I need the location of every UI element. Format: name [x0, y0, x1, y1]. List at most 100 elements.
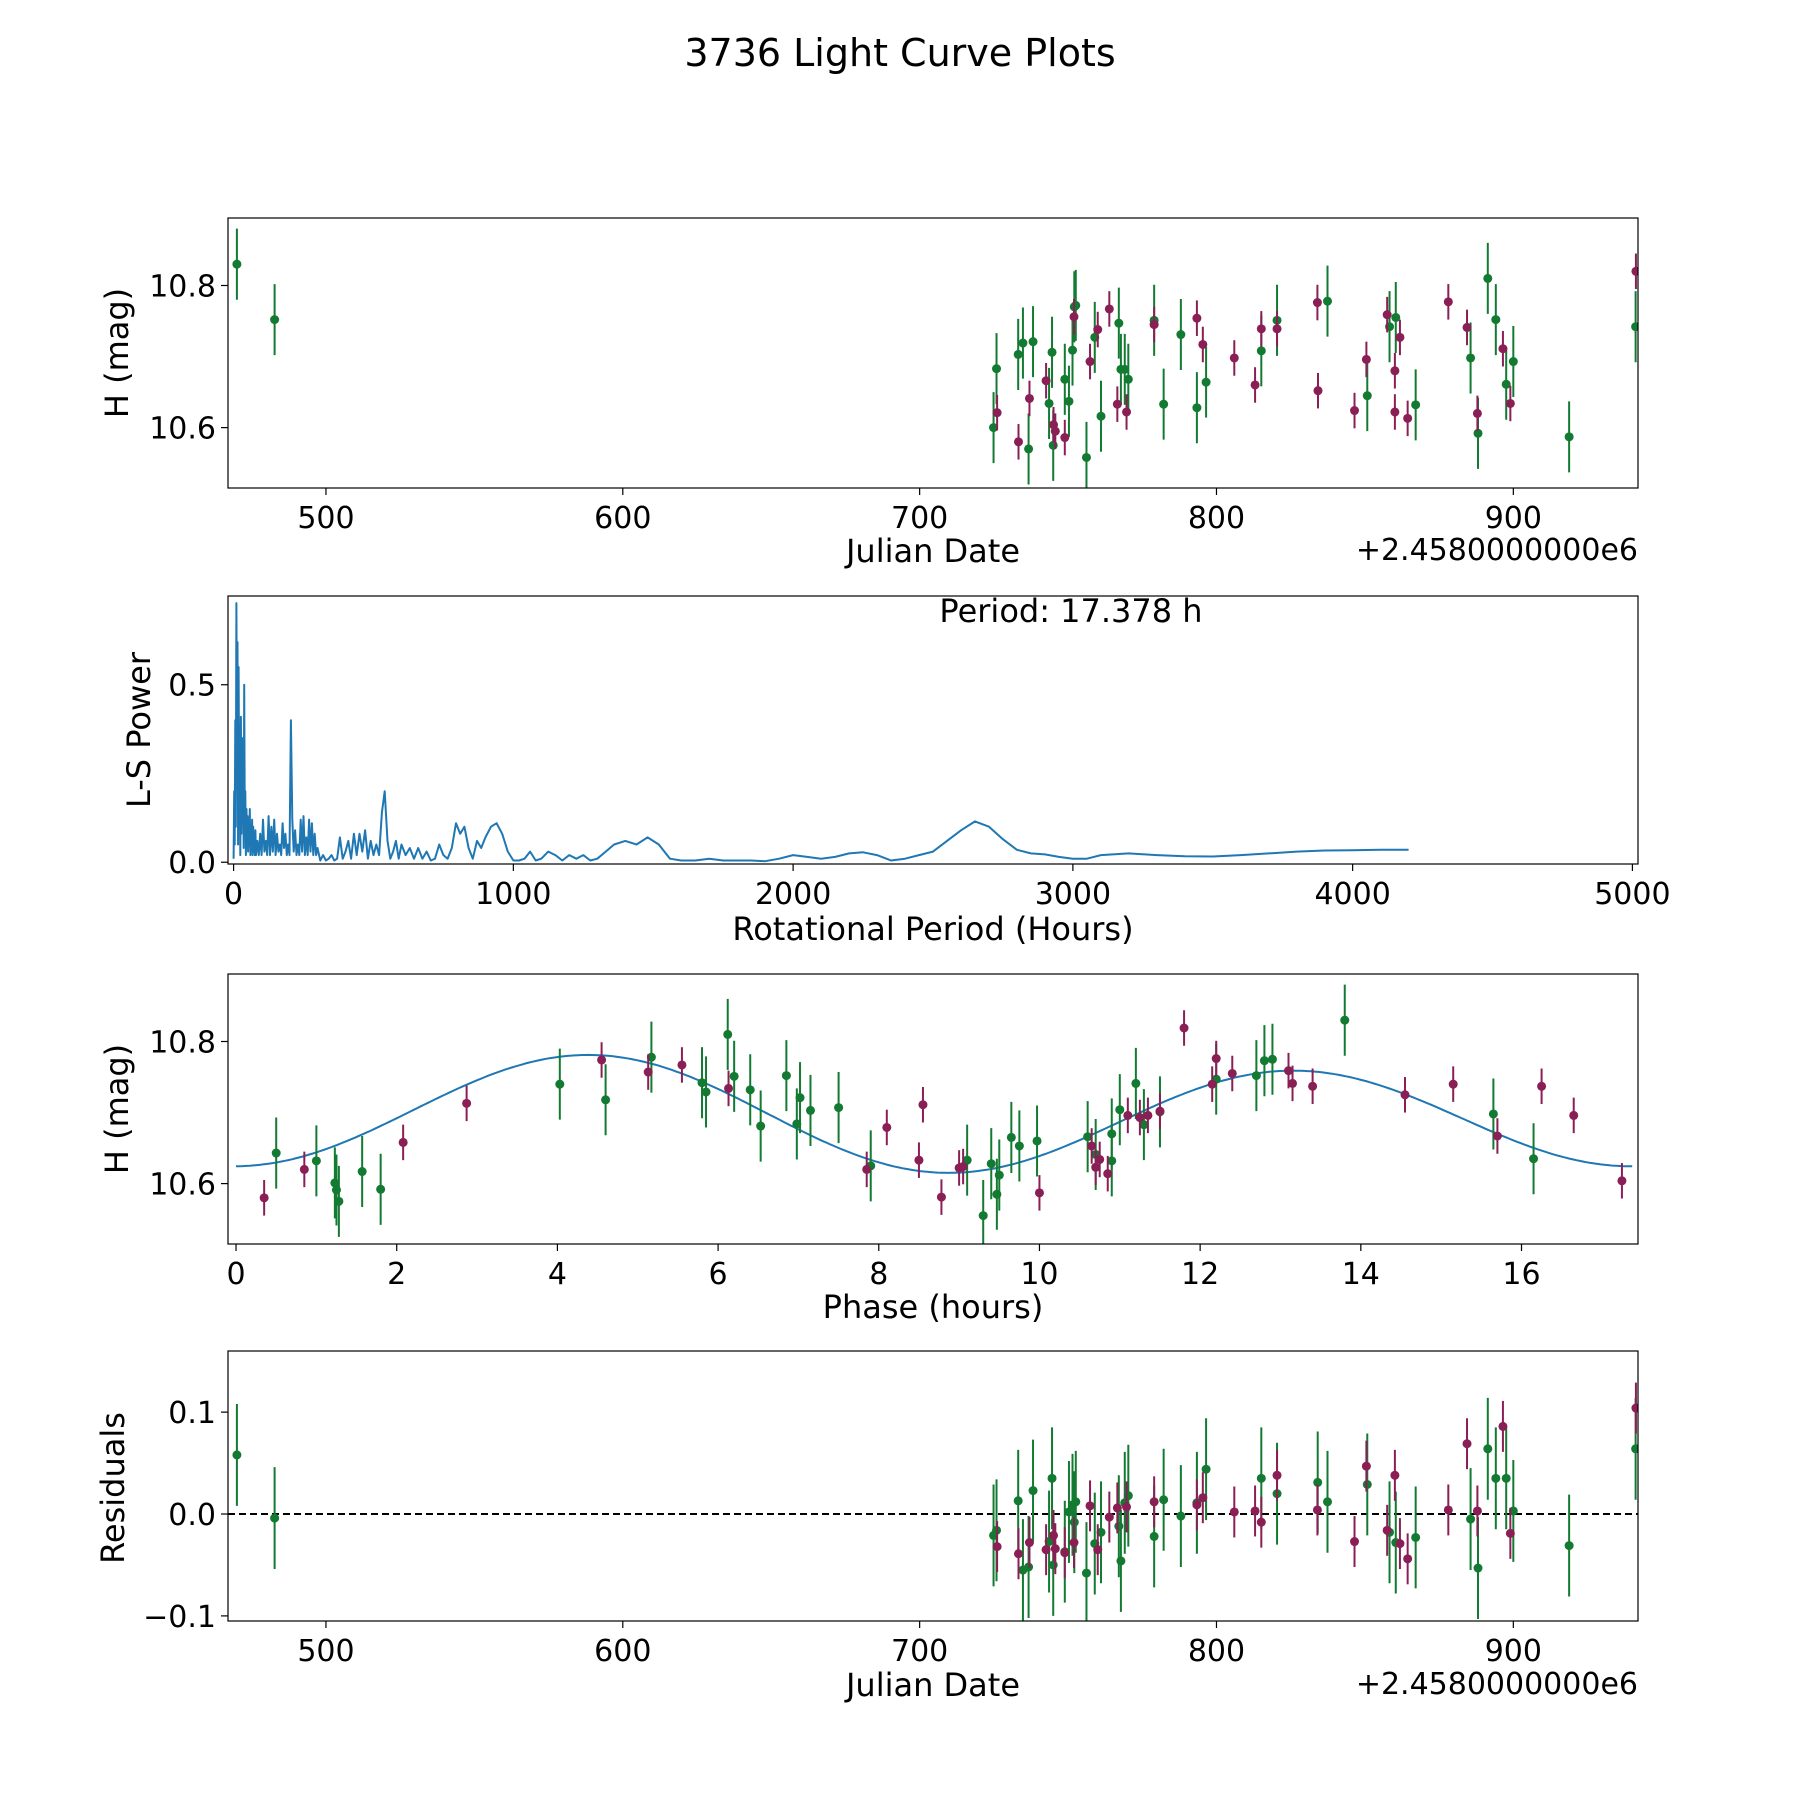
y-tick-label: 10.8: [149, 1026, 216, 1061]
purple-data-point: [1312, 284, 1322, 321]
purple-data-point: [958, 1148, 968, 1185]
green-data-point: [1047, 1427, 1057, 1530]
green-data-point: [1267, 1023, 1277, 1095]
residuals-x-offset: +2.4580000000e6: [1356, 1667, 1638, 1702]
purple-data-point: [1631, 1382, 1638, 1434]
green-data-point: [1564, 1494, 1574, 1597]
x-tick-label: 2: [387, 1257, 406, 1292]
green-data-point: [1068, 314, 1078, 386]
green-data-point: [376, 1153, 386, 1225]
x-tick-label: 14: [1342, 1257, 1380, 1292]
x-tick-label: 700: [891, 1634, 948, 1669]
residuals-ylabel: Residuals: [94, 1412, 132, 1564]
purple-data-point: [1103, 1155, 1113, 1192]
purple-data-point: [1123, 1097, 1133, 1134]
purple-data-point: [724, 1070, 734, 1107]
purple-data-point: [1229, 340, 1239, 376]
green-data-point: [334, 1165, 344, 1237]
period-annotation: Period: 17.378 h: [939, 592, 1202, 630]
green-data-point: [834, 1072, 844, 1144]
residuals-panel: 500 600 700 800 900 0.1 0.0 −0.1 Julian Date Re…: [94, 1350, 1639, 1704]
x-tick-label: 0: [224, 877, 243, 912]
green-data-point: [992, 333, 1002, 405]
purple-data-point: [1505, 385, 1515, 422]
purple-data-point: [1472, 1485, 1482, 1537]
green-data-point: [1340, 984, 1350, 1056]
green-data-point: [555, 1048, 565, 1120]
purple-data-point: [1361, 1440, 1371, 1492]
green-data-point: [1159, 368, 1169, 440]
y-tick-label: 0.1: [168, 1396, 216, 1431]
light-curve-xlabel: Julian Date: [844, 532, 1020, 570]
purple-data-point: [1250, 367, 1260, 403]
purple-data-point: [1443, 284, 1453, 320]
green-data-point: [1176, 1465, 1186, 1567]
purple-data-point: [914, 1142, 924, 1178]
periodogram-panel: 0 1000 2000 3000 4000 5000 0.0 0.5 Period: 17.3…: [120, 592, 1671, 948]
green-data-point: [1508, 326, 1518, 398]
purple-data-point: [1448, 1066, 1458, 1102]
purple-data-point: [1308, 1068, 1318, 1105]
purple-data-point: [1272, 1449, 1282, 1501]
purple-data-point: [1085, 343, 1095, 380]
green-data-point: [756, 1090, 766, 1162]
purple-data-point: [1288, 1065, 1298, 1102]
purple-data-point: [1403, 1533, 1413, 1585]
green-data-point: [1114, 287, 1124, 359]
purple-data-point: [398, 1124, 408, 1161]
x-tick-label: 1000: [475, 877, 551, 912]
x-tick-label: 10: [1020, 1257, 1058, 1292]
green-data-point: [1483, 242, 1493, 314]
purple-data-point: [1390, 394, 1400, 430]
purple-data-point: [1135, 1099, 1145, 1136]
purple-data-point: [1361, 341, 1371, 378]
figure-title: 3736 Light Curve Plots: [684, 31, 1115, 75]
purple-data-point: [1312, 1484, 1322, 1536]
purple-data-point: [1395, 319, 1405, 356]
green-data-point: [1201, 346, 1211, 418]
purple-data-point: [1024, 1517, 1034, 1569]
green-data-point: [1529, 1123, 1539, 1195]
green-data-point: [1081, 421, 1091, 488]
purple-data-point: [1400, 1077, 1410, 1113]
purple-data-point: [299, 1151, 309, 1188]
purple-data-point: [992, 394, 1002, 431]
green-data-point: [1032, 1105, 1042, 1177]
green-data-point: [1006, 1101, 1016, 1173]
green-data-point: [697, 1047, 707, 1119]
green-data-point: [978, 1180, 988, 1244]
ls-power-line: [232, 602, 1409, 863]
purple-data-point: [1192, 1479, 1202, 1531]
y-tick-label: 0.0: [168, 1498, 216, 1533]
x-tick-label: 2000: [755, 877, 831, 912]
periodogram-xlabel: Rotational Period (Hours): [732, 910, 1133, 948]
green-data-point: [1411, 369, 1421, 441]
green-data-point: [1631, 291, 1638, 363]
purple-data-point: [1472, 395, 1482, 432]
y-tick-label: 10.6: [149, 1168, 216, 1203]
green-data-point: [232, 228, 242, 300]
purple-data-point: [918, 1086, 928, 1123]
green-data-point: [1018, 307, 1028, 379]
purple-data-point: [1041, 1524, 1051, 1576]
green-data-point: [1466, 1468, 1476, 1571]
green-data-point: [1096, 1481, 1106, 1584]
purple-data-point: [1272, 311, 1282, 347]
green-data-point: [1028, 306, 1038, 378]
x-tick-label: 4000: [1314, 877, 1390, 912]
green-data-point: [1047, 316, 1057, 388]
purple-data-point: [1149, 1476, 1159, 1528]
purple-data-point: [1192, 300, 1202, 336]
x-tick-label: 600: [594, 1634, 651, 1669]
green-data-point: [1081, 1522, 1091, 1621]
green-data-point: [994, 1139, 1004, 1211]
green-data-point: [1564, 401, 1574, 473]
purple-data-point: [1093, 1524, 1103, 1576]
purple-data-point: [1569, 1097, 1579, 1134]
green-data-point: [1083, 1101, 1093, 1173]
green-data-point: [1323, 1450, 1333, 1553]
y-tick-label: 0.5: [168, 669, 216, 704]
x-tick-label: 700: [891, 501, 948, 536]
purple-data-point: [1382, 296, 1392, 333]
purple-data-point: [259, 1180, 269, 1216]
